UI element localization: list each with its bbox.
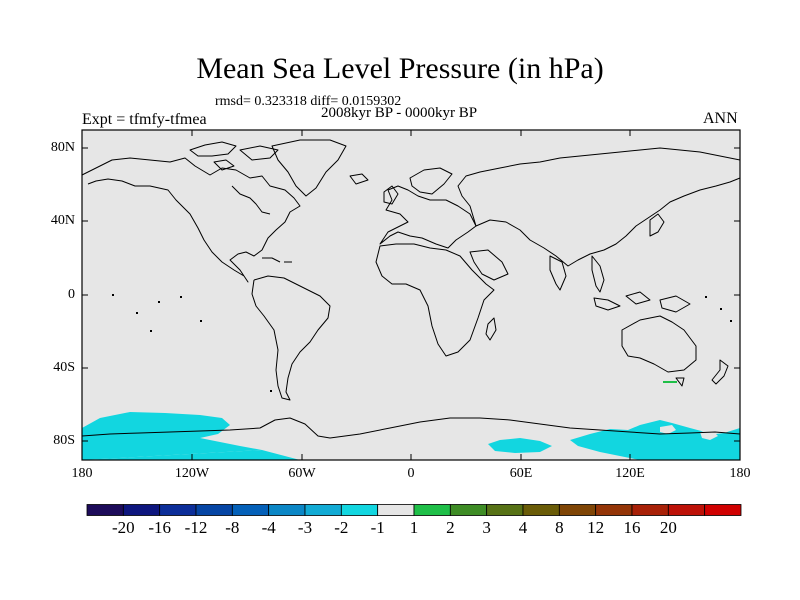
lat-label: 0	[68, 287, 75, 302]
colorbar-label: -12	[184, 518, 208, 537]
colorbar-swatch	[413, 504, 451, 516]
lon-label: 180	[729, 466, 751, 481]
colorbar-label: 1	[409, 518, 419, 537]
colorbar-swatch	[449, 504, 488, 516]
map-title: Mean Sea Level Pressure (in hPa)	[196, 52, 604, 85]
colorbar-label: 4	[518, 518, 528, 537]
antarctic-anomaly	[82, 412, 740, 460]
season-label: ANN	[703, 110, 738, 127]
colorbar-swatch	[486, 504, 524, 516]
coast-asia	[457, 147, 741, 267]
lon-label: 60W	[288, 466, 316, 481]
lon-label: 60E	[509, 466, 533, 481]
colorbar-label: 2	[446, 518, 455, 537]
coast-south-america	[251, 275, 331, 401]
colorbar-label: 3	[482, 518, 491, 537]
colorbar-swatch	[268, 504, 306, 516]
colorbar-label: -1	[370, 518, 385, 537]
lat-label: 40S	[53, 360, 75, 375]
coast-greenland	[271, 139, 347, 197]
colorbar-swatch	[231, 504, 270, 516]
lat-label: 80S	[53, 433, 75, 448]
lon-label: 120W	[174, 466, 210, 481]
colorbar-label: -3	[297, 518, 313, 537]
colorbar-label: -20	[111, 518, 135, 537]
colorbar-swatch	[86, 504, 124, 516]
colorbar-swatch	[304, 504, 342, 516]
colorbar-swatch	[340, 504, 379, 516]
colorbar-swatch	[377, 504, 415, 516]
lon-label: 120E	[615, 466, 645, 481]
colorbar-label: 20	[659, 518, 677, 537]
colorbar-swatch	[595, 504, 633, 516]
lon-label: 0	[407, 466, 415, 481]
experiment-label: Expt = tfmfy-tfmea	[82, 111, 207, 128]
colorbar-label: -8	[225, 518, 240, 537]
period-subtitle: 2008kyr BP - 0000kyr BP	[321, 105, 478, 121]
colorbar-swatch	[631, 504, 669, 516]
colorbar-swatch	[558, 504, 597, 516]
colorbar-label: -4	[261, 518, 276, 537]
axis-ticks	[82, 130, 740, 460]
map-background	[82, 130, 740, 460]
colorbar-swatch	[667, 504, 706, 516]
lon-label: 180	[71, 466, 93, 481]
colorbar-label: -2	[334, 518, 349, 537]
colorbar-label: 16	[623, 518, 641, 537]
colorbar-swatch	[195, 504, 233, 516]
green-anomaly-spot	[663, 381, 677, 383]
coastlines	[81, 139, 741, 439]
lat-label: 80N	[50, 140, 75, 155]
coast-australia	[621, 315, 697, 373]
colorbar-swatch	[159, 504, 197, 516]
coast-north-america	[81, 157, 301, 283]
lat-label: 40N	[50, 213, 75, 228]
colorbar-label: 12	[587, 518, 605, 537]
colorbar-label: 8	[555, 518, 564, 537]
stats-subtitle: rmsd= 0.323318 diff= 0.0159302	[215, 94, 402, 109]
coast-europe	[379, 185, 477, 249]
colorbar-swatch	[122, 504, 161, 516]
colorbar-label: -16	[148, 518, 171, 537]
coast-hudson-bay	[231, 185, 271, 215]
colorbar-swatch	[522, 504, 560, 516]
island-dots	[112, 294, 732, 392]
colorbar-swatch	[704, 504, 742, 516]
coast-africa	[375, 243, 495, 357]
colorbar	[86, 504, 742, 516]
coast-antarctica	[81, 417, 741, 439]
